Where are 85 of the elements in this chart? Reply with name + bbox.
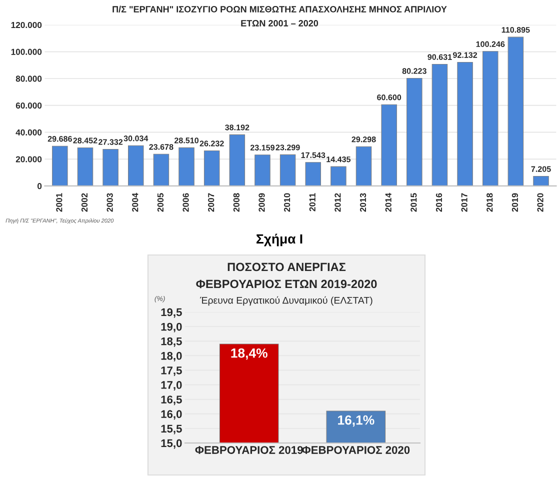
x-tick-label: 2007 bbox=[208, 193, 214, 212]
x-tick-label: 2020 bbox=[537, 193, 544, 212]
data-label: 23.159 bbox=[250, 144, 275, 150]
bar bbox=[406, 78, 422, 186]
y-tick-label: 0 bbox=[37, 183, 42, 190]
x-tick-label: 2002 bbox=[81, 193, 88, 212]
x-tick-label: 2011 bbox=[309, 193, 316, 212]
x-tick-label: 2019 bbox=[512, 193, 518, 212]
bar bbox=[178, 147, 194, 186]
data-label: 7.205 bbox=[531, 166, 551, 172]
x-tick-label: 2010 bbox=[284, 193, 290, 212]
x-tick-label: 2018 bbox=[486, 193, 493, 212]
y-tick-label: 18,0 bbox=[161, 352, 182, 362]
y-tick-label: 15,0 bbox=[161, 439, 182, 449]
x-tick-label: ΦΕΒΡΟΥΑΡΙΟΣ 2020 bbox=[302, 446, 410, 454]
y-tick-label: 100.000 bbox=[11, 48, 42, 55]
x-tick-label: 2008 bbox=[233, 193, 240, 212]
chart-title: Π/Σ "ΕΡΓΑΝΗ" ΙΣΟΖΥΓΙΟ ΡΟΩΝ ΜΙΣΘΩΤΗΣ ΑΠΑΣΧΟΛΗΣΗΣ ΜΗΝΟΣ ΑΠΡΙΛΙΟΥ ΕΤΩΝ 2001 – 2020 bbox=[112, 6, 447, 26]
y-tick-label: 15,5 bbox=[161, 424, 182, 434]
x-tick-label: 2006 bbox=[182, 193, 189, 212]
data-label: 26.232 bbox=[200, 140, 224, 146]
data-label: 110.895 bbox=[502, 27, 530, 33]
bar bbox=[482, 51, 498, 186]
data-label: 100.246 bbox=[476, 41, 505, 48]
bar bbox=[533, 176, 549, 186]
bar bbox=[280, 154, 296, 186]
y-tick-label: 19,5 bbox=[161, 308, 182, 318]
x-tick-label: 2013 bbox=[360, 193, 366, 212]
bar bbox=[457, 62, 473, 186]
data-label: 18,4% bbox=[231, 348, 268, 360]
y-tick-label: 19,0 bbox=[161, 322, 182, 332]
bar bbox=[381, 104, 397, 186]
y-tick-label: 17,5 bbox=[161, 366, 182, 376]
data-label: 23.299 bbox=[276, 144, 300, 150]
data-label: 23.678 bbox=[149, 144, 174, 150]
x-tick-label: 2009 bbox=[258, 193, 265, 212]
data-label: 17.543 bbox=[301, 152, 326, 158]
x-tick-label: 2005 bbox=[157, 193, 164, 212]
data-label: 28.510 bbox=[174, 138, 199, 144]
text: Σχήμα Ι bbox=[256, 234, 302, 246]
data-label: 27.332 bbox=[98, 139, 123, 145]
bar bbox=[204, 150, 220, 186]
data-label: 29.686 bbox=[48, 136, 72, 142]
x-tick-label: 2014 bbox=[385, 192, 392, 212]
bar bbox=[254, 154, 270, 186]
bar bbox=[229, 134, 246, 186]
y-tick-label: 60.000 bbox=[16, 102, 42, 109]
bar bbox=[305, 162, 321, 186]
bar bbox=[77, 147, 94, 186]
x-tick-label: 2015 bbox=[410, 193, 417, 212]
x-tick-label: 2017 bbox=[461, 193, 468, 212]
data-label: 28.452 bbox=[73, 138, 98, 144]
y-tick-label: 17,0 bbox=[161, 381, 182, 391]
data-label: 38.192 bbox=[225, 124, 250, 130]
bar bbox=[128, 145, 144, 186]
x-tick-label: 2003 bbox=[106, 193, 113, 212]
data-label: 92.132 bbox=[453, 52, 478, 58]
y-tick-label: 80.000 bbox=[16, 76, 42, 82]
bar bbox=[330, 166, 346, 186]
data-label: 90.631 bbox=[428, 54, 452, 60]
x-tick-label: ΦΕΒΡΟΥΑΡΙΟΣ 2019 bbox=[195, 446, 303, 454]
bar bbox=[508, 36, 524, 186]
data-label: 30.034 bbox=[124, 136, 148, 142]
y-tick-label: 120.000 bbox=[11, 22, 42, 28]
x-tick-label: 2004 bbox=[132, 192, 138, 212]
y-tick-label: 20.000 bbox=[16, 156, 42, 162]
bar bbox=[432, 64, 448, 186]
chart-title: ΠΟΣΟΣΤΟ ΑΝΕΡΓΙΑΣ ΦΕΒΡΟΥΑΡΙΟΣ ΕΤΩΝ 2019-2020 bbox=[196, 262, 377, 288]
x-tick-label: 2012 bbox=[334, 193, 341, 212]
data-label: 80.223 bbox=[402, 68, 426, 74]
data-label: 14.435 bbox=[326, 156, 351, 162]
x-tick-label: 2001 bbox=[56, 193, 62, 212]
y-tick-label: 18,5 bbox=[161, 337, 182, 347]
y-tick-label: 40.000 bbox=[16, 129, 42, 136]
bar bbox=[356, 146, 372, 186]
data-label: 60.600 bbox=[377, 94, 402, 100]
bar bbox=[102, 148, 118, 186]
bar bbox=[52, 146, 68, 186]
data-label: 16,1% bbox=[338, 415, 374, 427]
y-tick-label: 16,0 bbox=[161, 410, 182, 420]
chart-subtitle: Έρευνα Εργατικού Δυναμικού (ΕΛΣΤΑΤ) bbox=[200, 296, 372, 306]
data-label: 29.298 bbox=[352, 136, 376, 142]
x-tick-label: 2016 bbox=[436, 193, 442, 212]
bar bbox=[153, 154, 170, 186]
y-tick-label: 16,5 bbox=[161, 396, 182, 406]
